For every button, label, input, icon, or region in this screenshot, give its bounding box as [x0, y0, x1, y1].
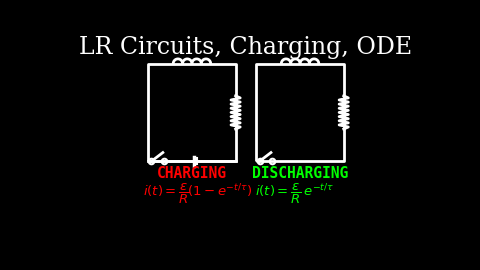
Text: DISCHARGING: DISCHARGING — [252, 167, 348, 181]
Text: $i(t) = \dfrac{\varepsilon}{R}\!\left(1 - e^{-t/\tau}\right)$: $i(t) = \dfrac{\varepsilon}{R}\!\left(1 … — [143, 182, 252, 206]
Text: LR Circuits, Charging, ODE: LR Circuits, Charging, ODE — [79, 36, 413, 59]
Text: CHARGING: CHARGING — [157, 167, 227, 181]
Text: $i(t) = \dfrac{\varepsilon}{R}\,e^{-t/\tau}$: $i(t) = \dfrac{\varepsilon}{R}\,e^{-t/\t… — [255, 182, 335, 206]
